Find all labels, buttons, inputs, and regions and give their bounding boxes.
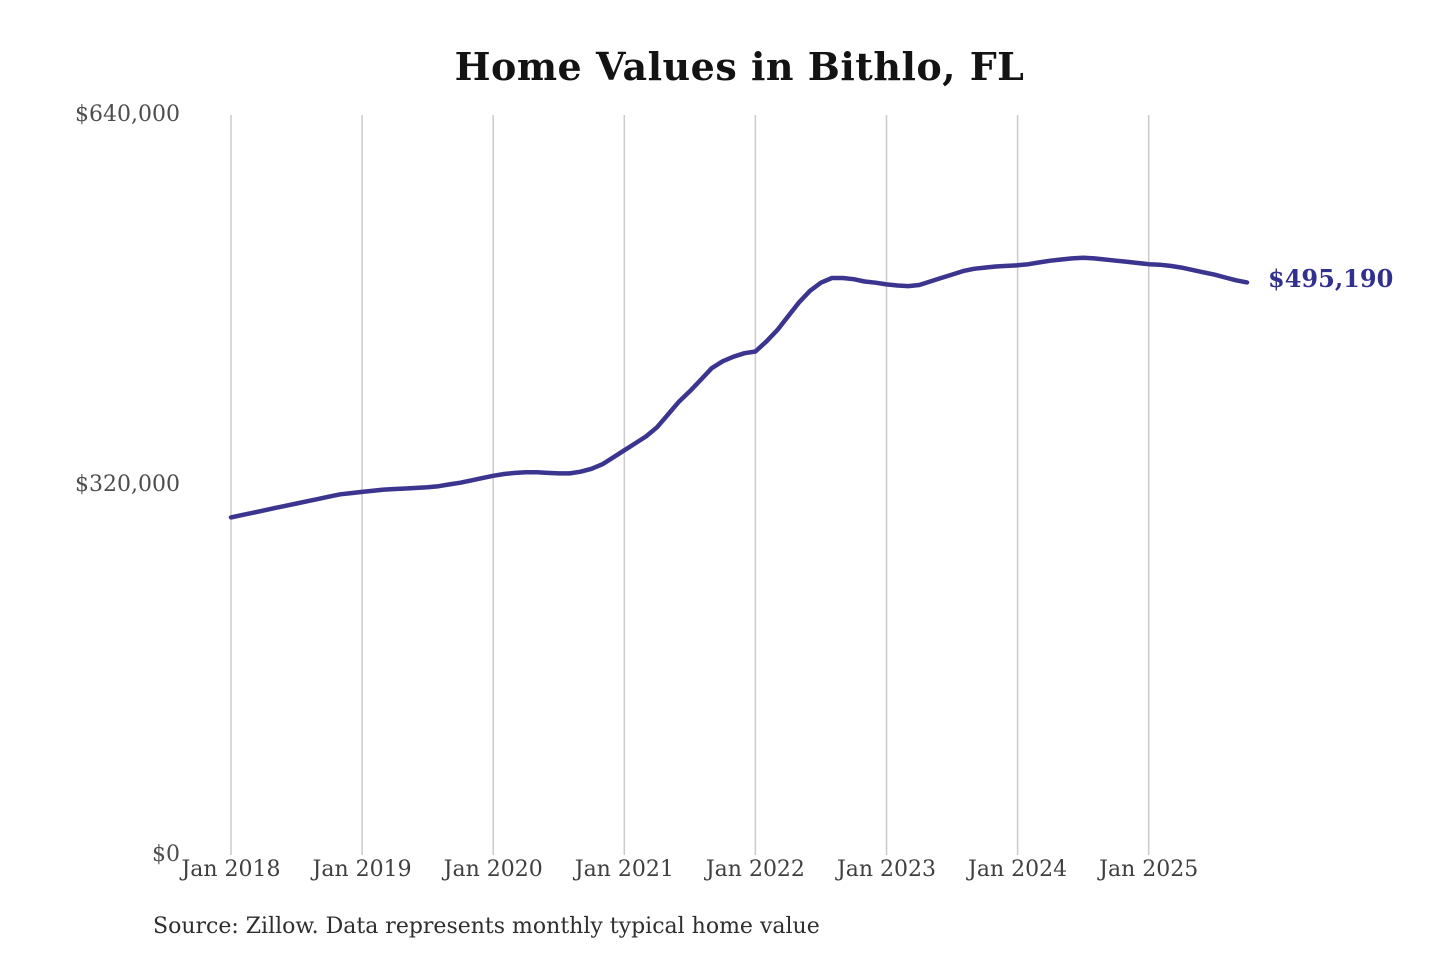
last-value-label: $495,190 xyxy=(1268,264,1394,294)
home-value-line xyxy=(228,255,1250,520)
x-axis-tick-label: Jan 2022 xyxy=(705,857,805,882)
y-axis-tick-label: $640,000 xyxy=(75,102,180,127)
x-axis-tick-label: Jan 2024 xyxy=(968,857,1068,882)
y-axis-tick-label: $0 xyxy=(152,842,180,867)
x-axis-tick-label: Jan 2023 xyxy=(836,857,937,882)
x-axis-tick-label: Jan 2018 xyxy=(181,857,281,882)
x-axis-tick-label: Jan 2020 xyxy=(443,857,543,882)
source-note: Source: Zillow. Data represents monthly … xyxy=(153,914,820,939)
x-axis-tick-label: Jan 2021 xyxy=(574,857,674,882)
chart-title: Home Values in Bithlo, FL xyxy=(454,44,1025,89)
x-axis-tick-label: Jan 2025 xyxy=(1099,857,1199,882)
y-axis-tick-label: $320,000 xyxy=(75,472,180,497)
x-axis-tick-label: Jan 2019 xyxy=(312,857,412,882)
